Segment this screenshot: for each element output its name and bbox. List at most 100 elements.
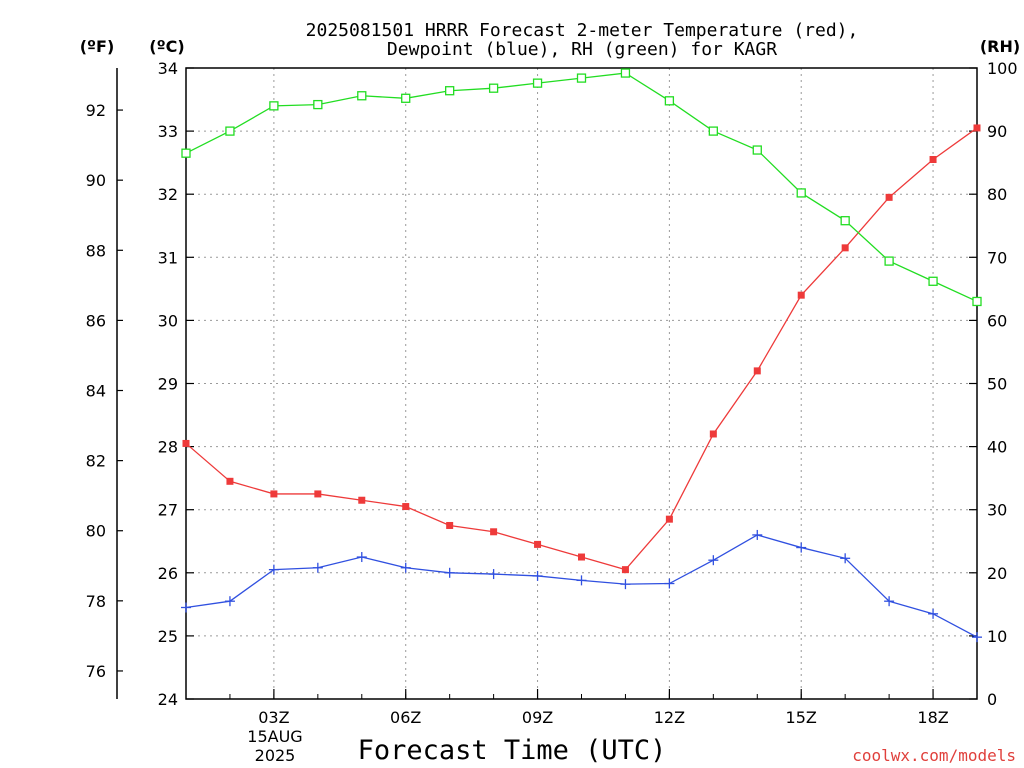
temperature-point	[358, 496, 366, 504]
temperature-point	[446, 521, 454, 529]
dewpoint-point	[312, 562, 323, 573]
temperature-series	[182, 124, 981, 574]
dewpoint-point	[840, 553, 851, 564]
celsius-tick-label: 26	[158, 564, 178, 583]
grid-lines	[186, 68, 977, 699]
celsius-tick-label: 24	[158, 690, 178, 709]
rh-point	[181, 148, 191, 158]
rh-point	[269, 101, 279, 111]
rh-point	[488, 83, 499, 93]
temperature-point	[929, 155, 937, 163]
fahrenheit-tick-label: 82	[86, 452, 106, 471]
rh-point	[576, 73, 587, 83]
rh-tick-label: 40	[987, 438, 1007, 457]
celsius-tick-label: 25	[158, 627, 178, 646]
rh-point	[401, 93, 411, 103]
rh-point	[532, 78, 543, 88]
temperature-point	[621, 566, 629, 574]
date-label-day: 15AUG	[247, 727, 302, 746]
rh-tick-label: 90	[987, 122, 1007, 141]
dewpoint-point	[181, 602, 191, 613]
rh-tick-label: 30	[987, 501, 1007, 520]
temperature-point	[753, 367, 761, 375]
temperature-point	[314, 490, 322, 498]
dewpoint-point	[972, 632, 982, 643]
rh-point	[225, 126, 235, 136]
x-tick-label: 06Z	[390, 708, 421, 727]
data-series	[181, 68, 982, 643]
temperature-point	[490, 528, 498, 536]
chart-title-line-1: 2025081501 HRRR Forecast 2-meter Tempera…	[306, 20, 859, 41]
rh-tick-label: 10	[987, 627, 1007, 646]
rh-point	[796, 188, 806, 198]
x-tick-label: 09Z	[522, 708, 553, 727]
dewpoint-point	[928, 608, 939, 619]
rh-point	[972, 296, 982, 307]
celsius-tick-label: 33	[158, 122, 178, 141]
rh-line	[185, 72, 978, 303]
dewpoint-point	[444, 567, 455, 578]
temperature-point	[709, 430, 717, 438]
celsius-tick-label: 32	[158, 185, 178, 204]
x-tick-label: 03Z	[258, 708, 289, 727]
rh-point	[752, 145, 762, 155]
temperature-point	[797, 291, 805, 299]
rh-point	[708, 126, 718, 136]
rh-tick-label: 0	[987, 690, 997, 709]
celsius-tick-label: 30	[158, 311, 178, 330]
celsius-tick-label: 34	[158, 59, 178, 78]
rh-point	[620, 68, 631, 78]
temperature-point	[885, 193, 893, 201]
chart-title-line-2: Dewpoint (blue), RH (green) for KAGR	[387, 39, 777, 60]
fahrenheit-tick-label: 88	[86, 241, 106, 260]
temperature-point	[182, 439, 190, 447]
dewpoint-point	[488, 569, 499, 580]
fahrenheit-tick-label: 80	[86, 522, 106, 541]
temperature-point	[534, 540, 542, 548]
temperature-point	[665, 515, 673, 523]
fahrenheit-tick-label: 78	[86, 592, 106, 611]
dewpoint-point	[664, 578, 675, 589]
fahrenheit-tick-label: 76	[86, 662, 106, 681]
date-label-year: 2025	[255, 746, 296, 765]
temperature-point	[578, 553, 585, 561]
dewpoint-line	[185, 534, 978, 638]
tick-labels: 24 25 26 27 28 29 30 31 32 33 34 76 78 80 82 84 86 88 90 92…	[86, 59, 1018, 727]
dewpoint-point	[620, 579, 631, 590]
rh-point	[928, 276, 938, 286]
fahrenheit-tick-label: 92	[86, 101, 106, 120]
temperature-point	[973, 124, 981, 132]
fahrenheit-tick-label: 86	[86, 311, 106, 330]
celsius-tick-label: 28	[158, 438, 178, 457]
x-tick-label: 12Z	[654, 708, 685, 727]
dewpoint-point	[224, 596, 235, 607]
temperature-point	[841, 244, 849, 252]
rh-point	[357, 91, 367, 101]
rh-unit-label: (RH)	[980, 37, 1020, 56]
rh-point	[840, 216, 850, 226]
dewpoint-point	[356, 552, 367, 563]
dewpoint-point	[576, 575, 587, 586]
celsius-unit-label: (ºC)	[149, 37, 184, 56]
fahrenheit-tick-label: 84	[86, 382, 106, 401]
rh-tick-label: 80	[987, 185, 1007, 204]
rh-tick-label: 20	[987, 564, 1007, 583]
rh-point	[884, 256, 894, 266]
dewpoint-point	[752, 529, 763, 540]
celsius-tick-label: 27	[158, 501, 178, 520]
axes	[116, 67, 978, 700]
dewpoint-point	[268, 564, 279, 575]
watermark-text: coolwx.com/models	[852, 746, 1016, 765]
rh-tick-label: 60	[987, 311, 1007, 330]
temperature-point	[402, 503, 410, 511]
dewpoint-point	[708, 555, 719, 566]
rh-point	[313, 99, 323, 110]
dewpoint-point	[400, 562, 411, 573]
rh-series	[181, 68, 982, 307]
rh-tick-label: 70	[987, 248, 1007, 267]
rh-tick-label: 50	[987, 375, 1007, 394]
celsius-tick-label: 29	[158, 375, 178, 394]
x-tick-label: 18Z	[917, 708, 948, 727]
dewpoint-point	[532, 570, 543, 581]
